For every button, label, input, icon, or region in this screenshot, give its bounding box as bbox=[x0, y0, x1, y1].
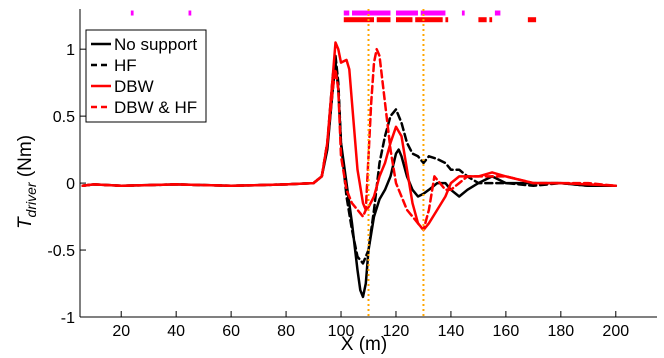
marker-segment-row0-0 bbox=[130, 10, 134, 16]
series-lines bbox=[81, 41, 618, 299]
marker-rows bbox=[130, 10, 537, 23]
marker-segment-row1-2 bbox=[395, 17, 413, 23]
x-tick-label-2: 60 bbox=[222, 323, 240, 340]
x-tick-label-5: 120 bbox=[383, 323, 410, 340]
x-axis-label: X (m) bbox=[341, 334, 387, 355]
series-line-dbw-hf bbox=[81, 47, 618, 232]
y-axis-label-subscript: driver bbox=[23, 181, 39, 217]
x-tick-label-0: 20 bbox=[112, 323, 130, 340]
legend: No support HF DBW DBW & HF bbox=[85, 29, 207, 123]
vertical-reference-lines bbox=[367, 9, 425, 317]
marker-segment-row0-2 bbox=[343, 10, 350, 16]
legend-label-no-support: No support bbox=[114, 35, 197, 54]
y-tick-label-2: 0 bbox=[66, 176, 75, 193]
marker-segment-row0-5 bbox=[420, 10, 446, 16]
marker-segment-row1-0 bbox=[343, 17, 374, 23]
y-tick-label-4: 1 bbox=[66, 42, 75, 59]
marker-segment-row0-1 bbox=[188, 10, 192, 16]
x-tick-label-9: 200 bbox=[602, 323, 629, 340]
x-tick-label-7: 160 bbox=[493, 323, 520, 340]
y-tick-label-1: -0.5 bbox=[47, 243, 75, 260]
ticks: 20 40 60 80 100 120 140 160 180 200 -1 -0.5 0 0.5 1 bbox=[47, 42, 629, 340]
marker-segment-row0-6 bbox=[461, 10, 465, 16]
x-tick-label-8: 180 bbox=[547, 323, 574, 340]
marker-segment-row0-4 bbox=[395, 10, 418, 16]
marker-segment-row1-7 bbox=[527, 17, 537, 23]
marker-segment-row1-4 bbox=[445, 17, 449, 23]
marker-segment-row1-1 bbox=[376, 17, 391, 23]
x-tick-label-6: 140 bbox=[438, 323, 465, 340]
marker-segment-row1-5 bbox=[478, 17, 487, 23]
marker-segment-row0-7 bbox=[494, 10, 501, 16]
legend-label-hf: HF bbox=[114, 56, 137, 75]
marker-segment-row0-3 bbox=[352, 10, 391, 16]
x-tick-label-3: 80 bbox=[277, 323, 295, 340]
y-tick-label-3: 0.5 bbox=[53, 109, 75, 126]
y-axis-label: Tdriver (Nm) bbox=[15, 135, 39, 229]
x-tick-label-1: 40 bbox=[167, 323, 185, 340]
legend-label-dbw-hf: DBW & HF bbox=[114, 98, 197, 117]
y-tick-label-0: -1 bbox=[61, 310, 75, 327]
legend-label-dbw: DBW bbox=[114, 77, 154, 96]
x-tick-label-4: 100 bbox=[328, 323, 355, 340]
marker-segment-row1-6 bbox=[489, 17, 493, 23]
y-axis-label-unit: (Nm) bbox=[15, 135, 36, 182]
y-axis-label-main: T bbox=[15, 216, 36, 229]
marker-segment-row1-3 bbox=[415, 17, 443, 23]
